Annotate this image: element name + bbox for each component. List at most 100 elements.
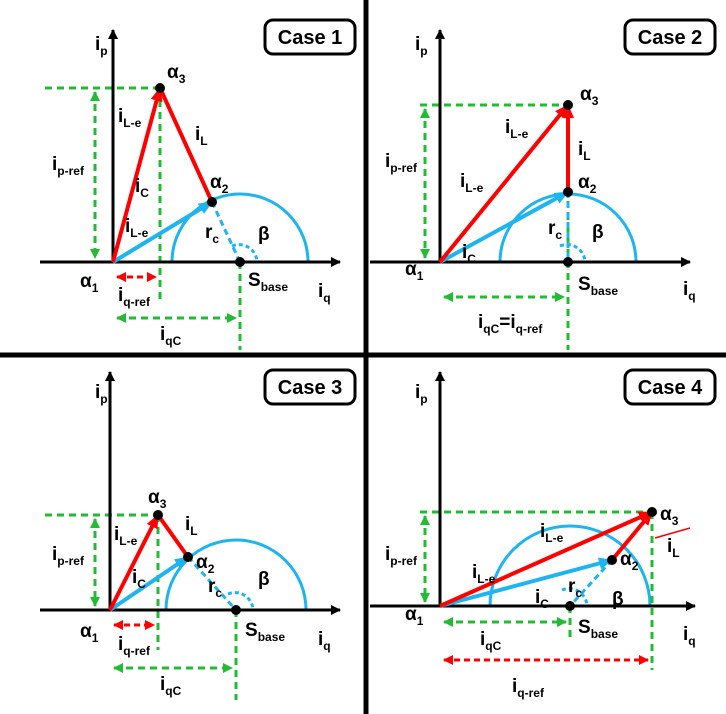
subscript: L-e [465,181,483,195]
point [563,257,573,267]
label-text: i [415,382,420,403]
line [439,510,653,608]
subscript: base [591,284,619,298]
label-text: i [118,106,123,127]
subscript: p-ref [57,164,85,178]
label: iq-ref [118,634,151,658]
subscript: 1 [92,631,99,645]
label-text: α [580,84,592,105]
label: rc [205,222,219,246]
label-text: i [385,544,390,565]
angle-arc [227,591,255,611]
label: ip [95,34,108,58]
line [111,200,214,264]
label-text: α [80,621,92,642]
label: α1 [405,259,424,283]
point [183,552,193,562]
line [108,514,160,611]
subscript: C [467,252,476,266]
case-box [263,18,357,56]
case-box [623,18,717,56]
label-text: =i [499,312,515,333]
label: α2 [578,172,597,196]
label: iC [132,567,146,591]
subscript: q [323,291,330,305]
label-text: r [568,576,576,597]
label: iq [318,281,331,305]
subscript: p-ref [390,161,418,175]
label: α3 [167,62,186,86]
label: iC [462,242,476,266]
label-text: S [245,620,258,641]
label-text: i [540,521,545,542]
label: rc [208,576,222,600]
point [207,197,217,207]
label: Sbase [245,620,285,644]
label-text: α [660,504,672,525]
subscript: L-e [545,531,563,545]
subscript: L-e [130,226,148,240]
point [231,605,241,615]
label-text: i [160,674,165,695]
label: α1 [80,621,99,645]
subscript: q [688,289,695,303]
subscript: 2 [222,182,229,196]
point [565,601,575,611]
label: Sbase [578,617,618,641]
label: Sbase [248,270,288,294]
label-text: i [195,124,200,145]
subscript: qC [483,322,499,336]
label: ip-ref [385,544,418,568]
label-text: i [114,524,119,545]
label-text: β [258,224,270,245]
subscript: 2 [208,562,215,576]
label: iL-e [118,106,142,130]
subscript: q-ref [123,644,151,658]
label: iL-e [460,171,484,195]
subscript: C [137,577,146,591]
subscript: C [140,186,149,200]
label-text: i [185,514,190,535]
subscript: q [688,634,695,648]
subscript: q-ref [516,322,544,336]
line [210,201,242,263]
label-text: i [52,154,57,175]
label: β [258,224,270,245]
label: iL-e [114,524,138,548]
label-text: i [95,382,100,403]
label: iL [195,124,208,148]
circle-arc [170,192,310,263]
subscript: L-e [123,116,141,130]
case-box [623,368,717,406]
label: α1 [405,604,424,628]
label-text: α [578,172,590,193]
line [186,555,238,612]
label-text: α [405,604,417,625]
label-text: i [512,676,517,697]
subscript: L-e [477,572,495,586]
label: iq [683,624,696,648]
label-text: β [258,569,270,590]
label-text: i [415,34,420,55]
label: rc [548,218,562,242]
subscript: 3 [672,514,679,528]
point [155,83,165,93]
point [607,555,617,565]
label: α2 [196,552,215,576]
label: ip [415,382,428,406]
label-text: r [548,218,556,239]
point [153,510,163,520]
subscript: 2 [632,559,639,573]
point [563,187,573,197]
angle-arc [559,243,587,263]
label-text: i [480,629,485,650]
subscript: qC [165,334,181,348]
subscript: 1 [417,614,424,628]
line [156,513,190,559]
subscript: p [420,44,427,58]
label: rc [568,576,582,600]
label-text: i [118,634,123,655]
label-text: i [462,242,467,263]
circle-arc [488,524,652,607]
label-text: i [472,562,477,583]
